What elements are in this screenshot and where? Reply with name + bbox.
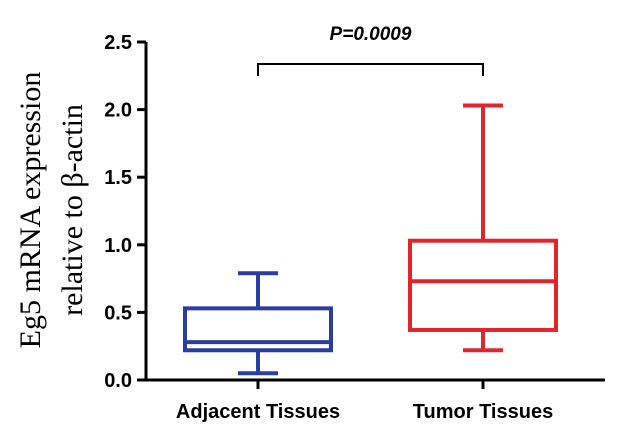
box-tumor-tissues [408,103,558,353]
y-ticks: 0.0 0.5 1.0 1.5 2.0 2.5 [104,32,485,392]
box-adjacent-tissues [183,271,333,376]
y-tick-label: 0.5 [104,302,132,324]
x-category-labels: Adjacent Tissues Tumor Tissues [176,401,553,423]
y-tick-label: 2.0 [104,100,132,122]
x-category-label: Adjacent Tissues [176,401,340,423]
iqr-box [408,238,558,332]
p-value-label: P=0.0009 [330,24,412,45]
axes [144,42,605,382]
y-axis-title-line-2: relative to β-actin [56,104,89,316]
y-tick-label: 1.5 [104,167,132,189]
boxes [183,103,558,376]
y-axis-title: Eg5 mRNA expression relative to β-actin [14,72,89,349]
y-tick-label: 2.5 [104,32,132,54]
significance-annotation: P=0.0009 [257,24,484,76]
y-tick-label: 1.0 [104,235,132,257]
y-axis-title-line-1: Eg5 mRNA expression [14,72,47,349]
y-tick-label: 0.0 [104,370,132,392]
significance-bracket [257,63,484,76]
iqr-box [183,306,333,353]
x-category-label: Tumor Tissues [413,401,553,423]
